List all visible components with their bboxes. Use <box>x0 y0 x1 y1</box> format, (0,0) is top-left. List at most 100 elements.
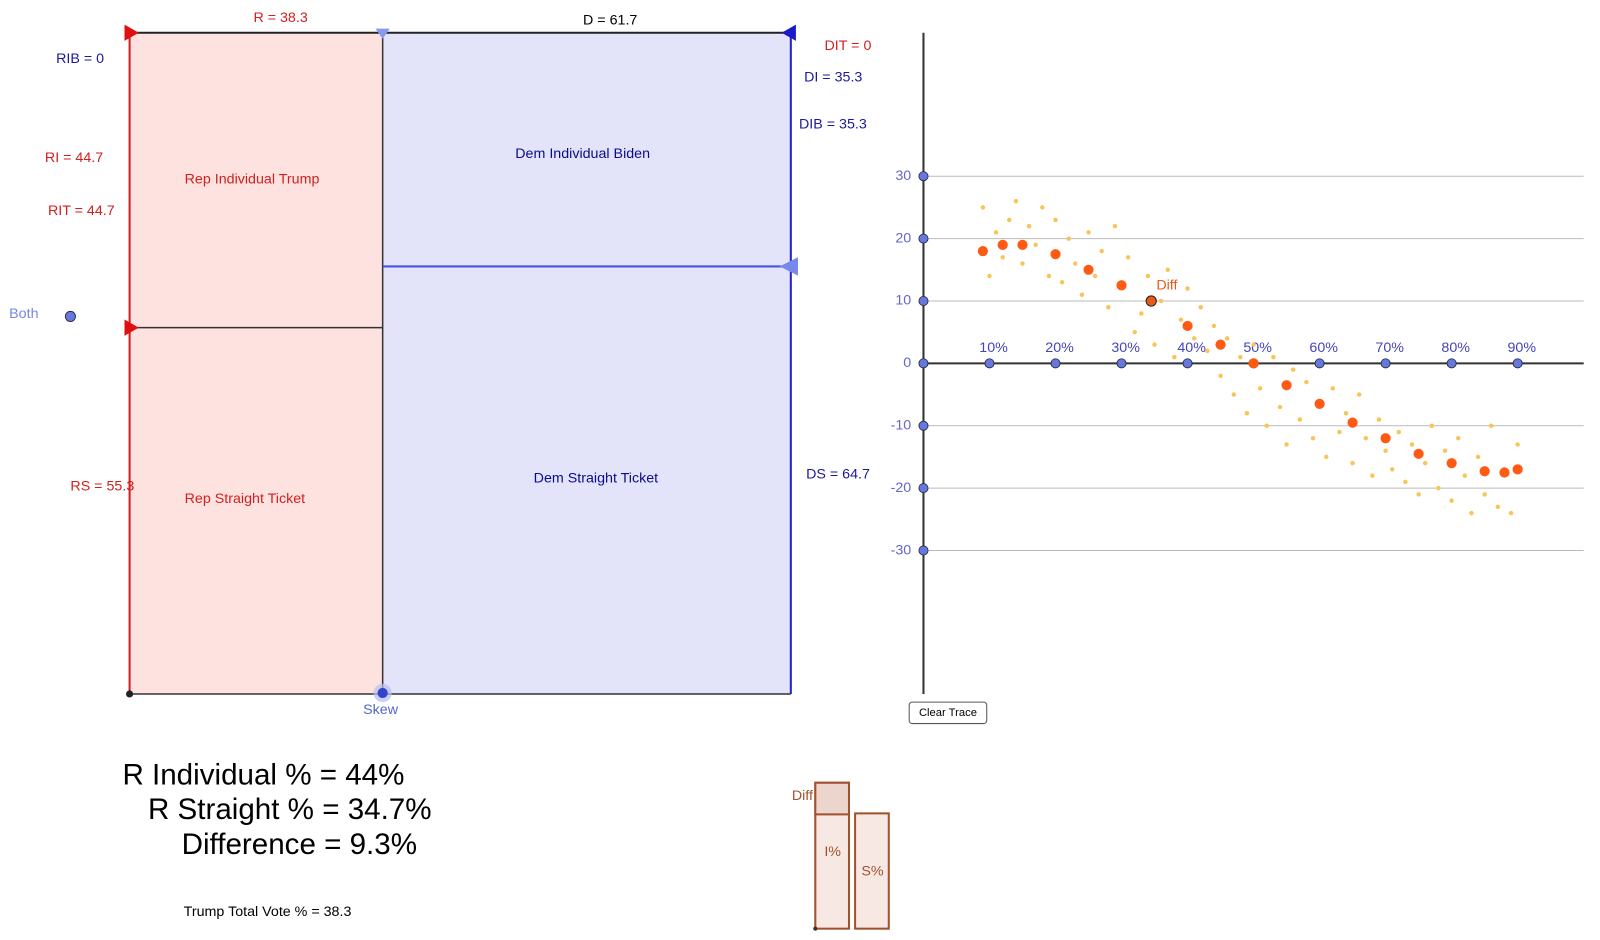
y-tick-point <box>918 295 929 306</box>
region-label: Rep Straight Ticket <box>185 491 306 507</box>
trace-dot <box>1139 311 1144 316</box>
trace-dot <box>1066 236 1071 241</box>
trace-dot <box>1198 304 1204 310</box>
trace-dot <box>1310 435 1316 441</box>
trace-dot <box>1356 392 1362 397</box>
graph: -30 -20 -10 0 10 20 30 10% 20% 30% 40% 50% 60% 70% 80%… <box>891 168 1584 558</box>
handle[interactable] <box>124 24 139 41</box>
trace-dot <box>1026 223 1032 229</box>
handle[interactable] <box>779 257 798 276</box>
trace-dot <box>1284 442 1289 447</box>
trace-dot <box>1053 217 1058 223</box>
curve-dot <box>1017 239 1028 250</box>
curve-dot <box>1347 417 1358 428</box>
y-tick-point <box>918 233 929 244</box>
trace-dot <box>1211 323 1217 329</box>
curve-dot <box>1512 464 1523 475</box>
trace-dot <box>1495 504 1501 510</box>
dem-region <box>382 32 791 694</box>
trace-dot <box>1277 404 1283 410</box>
trace-dot <box>1323 454 1329 460</box>
curve-dot <box>1413 448 1424 459</box>
trace-dot <box>987 273 992 279</box>
curve-dot <box>1116 280 1127 291</box>
trace-dot <box>1020 261 1025 266</box>
trace-dot <box>1152 342 1157 347</box>
y-tick-point <box>918 483 929 494</box>
diff-point[interactable] <box>1145 295 1157 307</box>
y-tick-point <box>918 545 929 556</box>
y-tick-label: 20 <box>895 230 911 246</box>
corner-point <box>126 690 134 698</box>
diff-bar <box>814 781 850 816</box>
region-label: Dem Straight Ticket <box>534 470 659 486</box>
trace-dot <box>1158 298 1164 304</box>
both-label: Both <box>9 306 38 322</box>
trace-dot <box>1191 336 1197 341</box>
y-tick-point <box>918 420 929 431</box>
x-tick-point <box>1380 358 1391 369</box>
trace-dot <box>1125 255 1131 260</box>
rep-region <box>129 32 383 694</box>
trace-dot <box>1205 348 1210 354</box>
y-tick-label: -20 <box>891 480 912 496</box>
trace-dot <box>1436 485 1441 491</box>
x-tick-label: 80% <box>1441 340 1470 356</box>
trace-dot <box>993 230 999 235</box>
trace-dot <box>1099 248 1104 254</box>
trace-dot <box>1059 280 1065 285</box>
trace-dot <box>1469 510 1474 516</box>
curve-dot <box>1083 264 1094 275</box>
x-tick-label: 60% <box>1309 340 1338 356</box>
rit-label: RIT = 44.7 <box>48 203 115 219</box>
s-bar <box>854 812 890 930</box>
handle[interactable] <box>781 24 796 41</box>
trace-dot <box>1422 460 1428 466</box>
curve-dot <box>1314 398 1325 410</box>
clear-trace-button[interactable] <box>908 701 988 725</box>
trace-dot <box>1185 286 1190 291</box>
x-tick-point <box>1116 358 1127 369</box>
y-tick-label: 0 <box>903 355 911 371</box>
handle[interactable] <box>375 28 390 39</box>
x-tick-label: 40% <box>1177 340 1206 356</box>
y-tick-label: -10 <box>891 418 912 434</box>
skew-label: Skew <box>363 702 399 718</box>
trace-dot <box>1224 336 1230 341</box>
handle[interactable] <box>124 319 139 336</box>
skew-point[interactable] <box>377 687 388 699</box>
x-tick-point <box>1314 358 1325 369</box>
y-tick-label: 30 <box>895 168 911 184</box>
trace-dot <box>1396 429 1402 435</box>
trace-dot <box>1271 354 1276 360</box>
button-label[interactable]: Clear Trace <box>919 707 977 719</box>
summary-line: Difference = 9.3% <box>182 828 417 861</box>
curve-dot <box>1479 466 1490 477</box>
curve-dot <box>1050 249 1061 260</box>
trace-dot <box>1178 317 1184 322</box>
trace-dot <box>1172 354 1177 360</box>
trace-dot <box>1000 255 1005 260</box>
trace-dot <box>1350 460 1355 466</box>
x-tick-label: 50% <box>1243 340 1272 356</box>
trace-dot <box>1337 429 1342 435</box>
curve-dot <box>1215 339 1226 350</box>
curve-dot <box>997 239 1008 250</box>
bar-label: I% <box>824 844 841 860</box>
both-point[interactable] <box>64 310 76 322</box>
trace-dot <box>1073 261 1078 266</box>
trace-dot <box>1040 205 1045 210</box>
trace-dot <box>1462 473 1468 478</box>
ds-label: DS = 64.7 <box>806 466 870 482</box>
total-line: Trump Total Vote % = 38.3 <box>184 904 352 920</box>
trace-dot <box>1257 386 1263 391</box>
trace-dot <box>1363 435 1369 441</box>
bar-label: Diff <box>792 788 813 804</box>
trace-dot <box>1304 379 1309 385</box>
x-tick-point <box>1182 358 1193 369</box>
rib-label: RIB = 0 <box>56 51 104 67</box>
x-tick-point <box>1512 358 1523 369</box>
bar-origin <box>813 926 818 931</box>
